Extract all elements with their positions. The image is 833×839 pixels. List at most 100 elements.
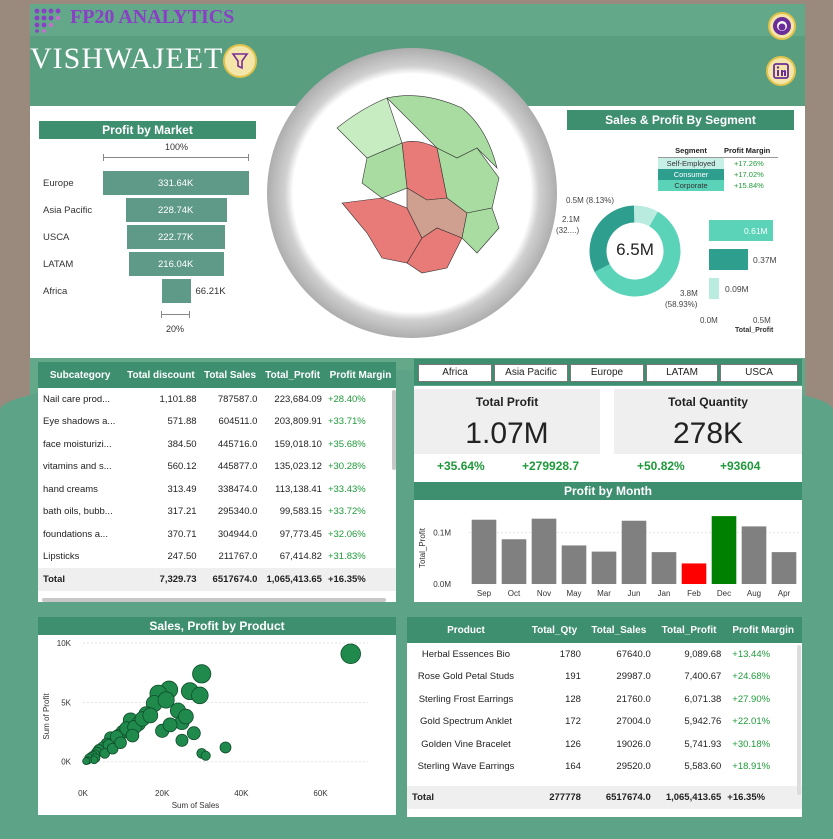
segment-row[interactable]: Consumer +17.02% [658, 169, 778, 180]
segment-axis-max: 0.5M [753, 316, 771, 325]
product-header-1[interactable]: Total_Qty [524, 617, 584, 643]
total-profit-pct: +35.64% [437, 459, 485, 473]
table-cell: 338474.0 [217, 483, 258, 495]
scatter-point[interactable] [178, 708, 194, 725]
product-scrollbar-v[interactable] [797, 645, 801, 795]
scatter-point[interactable] [157, 691, 175, 709]
x-tick-label: Mar [597, 589, 611, 598]
segment-row[interactable]: Corporate +15.84% [658, 180, 778, 191]
scatter-point[interactable] [219, 741, 232, 754]
x-tick-label: 60K [313, 789, 328, 798]
market-filter-latam[interactable]: LATAM [646, 364, 718, 382]
funnel-value: 222.77K [158, 232, 194, 243]
scatter-point[interactable] [191, 686, 209, 705]
month-bar-apr[interactable] [771, 552, 797, 584]
scatter-point[interactable] [162, 717, 178, 733]
profit-by-month-chart: 0.1M 0.0M Total_Profit Sep Oct Nov May Mar Jun Ja… [418, 516, 799, 598]
y-tick-label: 0K [61, 758, 71, 767]
product-header-3[interactable]: Total_Profit [653, 617, 725, 643]
month-bar-jan[interactable] [651, 552, 677, 584]
month-bar-mar[interactable] [591, 551, 617, 584]
segment-bar-3-label: 0.09M [725, 284, 749, 294]
scatter-point[interactable] [175, 733, 189, 747]
segment-axis-title: Total_Profit [735, 327, 774, 334]
month-bar-feb[interactable] [681, 563, 707, 584]
scatter-point[interactable] [114, 736, 127, 749]
table-row[interactable]: hand creams 313.49 338474.0 113,138.41 +33.4… [38, 478, 396, 501]
funnel-bar[interactable] [127, 225, 225, 249]
product-header-4[interactable]: Profit Margin [724, 617, 802, 643]
market-filter-usca[interactable]: USCA [720, 364, 798, 382]
table-row[interactable]: Gold Spectrum Anklet 172 27004.0 5,942.76 +2… [407, 711, 802, 734]
subcat-header-2[interactable]: Total Sales [199, 362, 261, 388]
funnel-bar[interactable] [125, 198, 227, 222]
table-row[interactable]: Lipsticks 247.50 211767.0 67,414.82 +31.83% [38, 546, 396, 569]
market-filter-africa[interactable]: Africa [418, 364, 492, 382]
table-cell: +27.90% [732, 693, 771, 705]
author-name: VISHWAJEET [30, 42, 224, 75]
month-bar-nov[interactable] [531, 518, 557, 584]
month-bar-oct[interactable] [501, 539, 527, 584]
scatter-point[interactable] [142, 707, 159, 724]
table-row[interactable]: bath oils, bubb... 317.21 295340.0 99,583.1… [38, 501, 396, 524]
subcat-header-4[interactable]: Profit Margin [324, 362, 396, 388]
scatter-point[interactable] [200, 750, 211, 761]
table-cell: 571.88 [167, 416, 197, 428]
table-cell: 560.12 [167, 461, 197, 473]
table-total-row[interactable]: Total 277778 6517674.0 1,065,413.65 +16.35% [407, 786, 802, 809]
x-tick-label: Aug [747, 589, 761, 598]
funnel-bar[interactable] [161, 279, 191, 303]
month-bar-dec[interactable] [711, 516, 737, 584]
scatter-point[interactable] [192, 664, 212, 684]
donut-label-b2: (32....) [556, 226, 580, 235]
table-cell: 211767.0 [218, 551, 258, 563]
table-cell: hand creams [43, 483, 98, 495]
market-filter-asia-pacific[interactable]: Asia Pacific [494, 364, 568, 382]
month-bar-sep[interactable] [471, 519, 497, 584]
product-header-2[interactable]: Total_Sales [583, 617, 654, 643]
table-row[interactable]: Sterling Wave Earrings 164 29520.0 5,583.60… [407, 756, 802, 779]
month-bar-may[interactable] [561, 545, 587, 584]
funnel-filter-icon[interactable] [223, 44, 257, 78]
table-cell: +31.83% [327, 551, 366, 563]
table-total-row[interactable]: Total 7,329.73 6517674.0 1,065,413.65 +16.35… [38, 568, 396, 591]
funnel-label: Africa [43, 286, 68, 297]
scatter-point[interactable] [340, 643, 361, 665]
segment-axis-min: 0.0M [700, 316, 718, 325]
segment-col-header: Segment [675, 146, 707, 155]
table-row[interactable]: Eye shadows a... 571.88 604511.0 203,809.91… [38, 411, 396, 434]
subcat-header-3[interactable]: Total_Profit [260, 362, 325, 388]
market-filter-europe[interactable]: Europe [570, 364, 644, 382]
table-scrollbar-h[interactable] [42, 598, 386, 602]
subcat-header-0[interactable]: Subcategory [38, 362, 123, 388]
linkedin-icon[interactable] [766, 56, 796, 86]
scatter-point[interactable] [82, 757, 91, 766]
month-bar-jun[interactable] [621, 520, 647, 584]
table-row[interactable]: Rose Gold Petal Studs 191 29987.0 7,400.67 +… [407, 666, 802, 689]
table-row[interactable]: Herbal Essences Bio 1780 67640.0 9,089.68 +1… [407, 643, 802, 666]
table-cell: Sterling Wave Earrings [417, 761, 515, 773]
segment-row[interactable]: Self-Employed +17.26% [658, 158, 778, 169]
table-row[interactable]: foundations a... 370.71 304944.0 97,773.45 +… [38, 523, 396, 546]
month-bar-aug[interactable] [741, 526, 767, 584]
table-row[interactable]: face moisturizi... 384.50 445716.0 159,018.… [38, 433, 396, 456]
scatter-point[interactable] [186, 726, 201, 741]
table-row[interactable]: Nail care prod... 1,101.88 787587.0 223,684… [38, 388, 396, 411]
table-row[interactable]: Sterling Frost Earrings 128 21760.0 6,071.3… [407, 688, 802, 711]
brand-title: FP20 ANALYTICS [70, 6, 235, 28]
x-tick-label: 40K [234, 789, 249, 798]
table-scrollbar-v[interactable] [392, 390, 396, 470]
total-profit-title: Total Profit [475, 395, 539, 409]
subcat-header-1[interactable]: Total discount [122, 362, 200, 388]
funnel-label: LATAM [43, 259, 74, 270]
table-cell: 1,065,413.65 [653, 786, 725, 809]
table-cell: 1780 [559, 648, 581, 660]
funnel-bar[interactable] [103, 171, 249, 195]
funnel-bar[interactable] [128, 252, 224, 276]
scatter-point[interactable] [125, 728, 140, 743]
product-header-0[interactable]: Product [407, 617, 525, 643]
github-icon[interactable] [768, 12, 796, 40]
table-row[interactable]: Golden Vine Bracelet 126 19026.0 5,741.93 +3… [407, 733, 802, 756]
table-row[interactable]: vitamins and s... 560.12 445877.0 135,023.1… [38, 456, 396, 479]
table-cell: +16.35% [724, 786, 802, 809]
